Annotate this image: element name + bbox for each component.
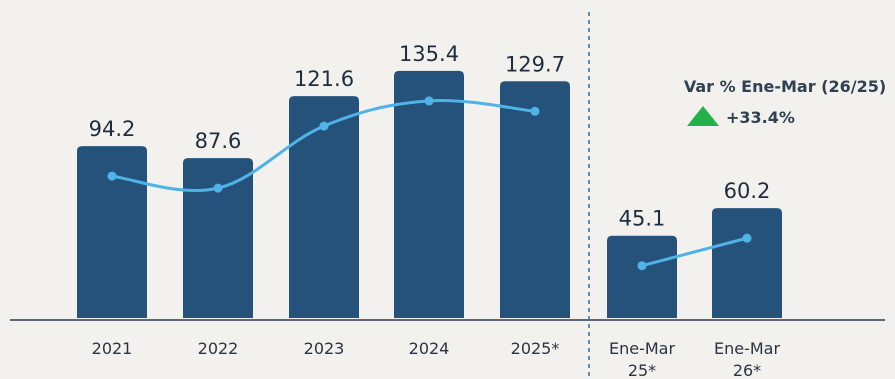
category-label-7: Ene-Mar 26* — [714, 339, 780, 379]
bar-1 — [77, 146, 147, 318]
trend-point-4 — [424, 96, 434, 106]
value-label-4: 135.4 — [399, 42, 459, 66]
bars-group — [77, 70, 782, 319]
up-arrow-icon — [687, 106, 719, 126]
trend-line-2 — [641, 236, 748, 268]
category-label-1: 2021 — [92, 339, 133, 358]
value-label-6: 45.1 — [619, 207, 666, 231]
bar-6 — [607, 235, 677, 318]
value-label-7: 60.2 — [724, 179, 771, 203]
trend-point-1 — [107, 171, 117, 181]
variation-value: +33.4% — [726, 108, 795, 127]
trend-point-2 — [213, 183, 223, 193]
category-label-2: 2022 — [198, 339, 239, 358]
trend-point-7 — [742, 233, 752, 243]
value-label-3: 121.6 — [294, 67, 354, 91]
category-label-5: 2025* — [511, 339, 560, 358]
bar-7 — [712, 208, 782, 318]
variation-annotation: Var % Ene-Mar (26/25) +33.4% — [684, 77, 886, 127]
bar-2 — [183, 158, 253, 318]
trend-point-3 — [319, 121, 329, 131]
trend-point-5 — [530, 106, 540, 116]
value-label-1: 94.2 — [89, 117, 136, 141]
trend-lines-group — [107, 96, 752, 271]
value-label-2: 87.6 — [195, 129, 242, 153]
bar-4 — [394, 70, 464, 319]
bar-3 — [289, 96, 359, 318]
category-label-3: 2023 — [304, 339, 345, 358]
trend-point-6 — [637, 261, 647, 271]
x-axis-group: 2021 2022 2023 2024 2025* Ene-Mar 25* Ene-Mar 26… — [10, 12, 885, 379]
value-label-5: 129.7 — [505, 52, 565, 76]
bar-5 — [500, 81, 570, 318]
variation-title: Var % Ene-Mar (26/25) — [684, 77, 886, 96]
category-label-6: Ene-Mar 25* — [609, 339, 675, 379]
category-label-4: 2024 — [409, 339, 450, 358]
value-labels-group: 94.2 87.6 121.6 135.4 129.7 45.1 60.2 — [89, 42, 771, 231]
